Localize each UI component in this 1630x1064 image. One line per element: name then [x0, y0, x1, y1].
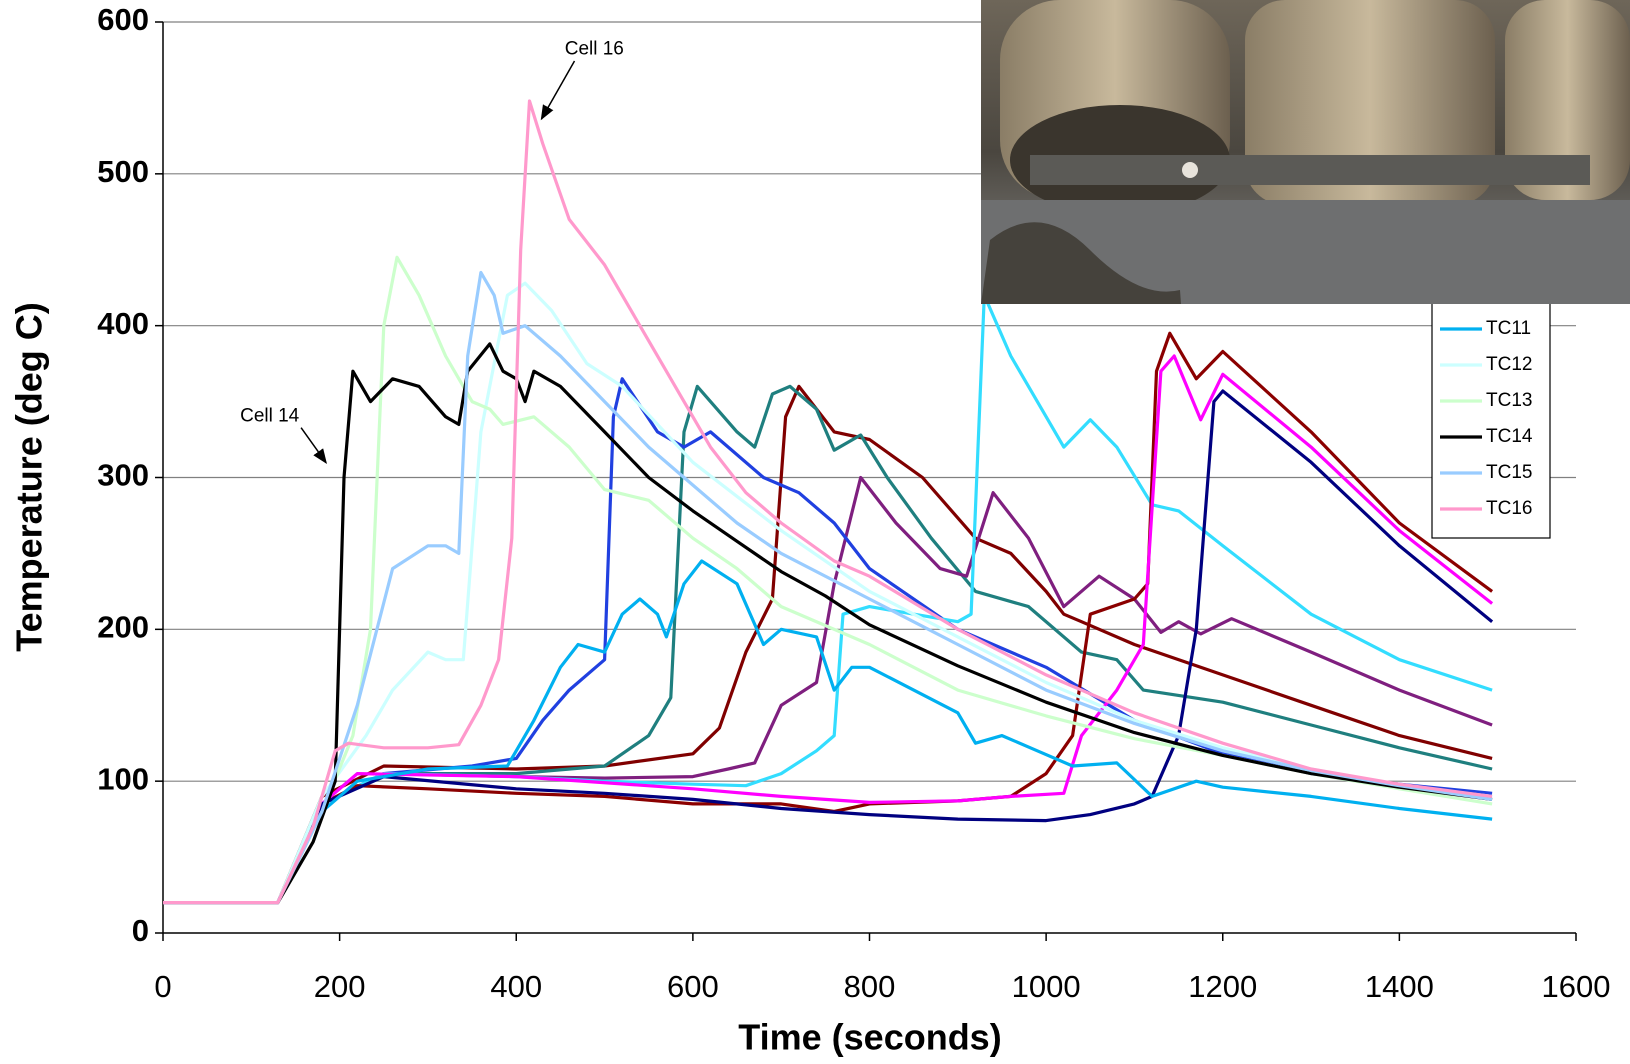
y-tick-label: 600 [97, 2, 149, 37]
x-tick-label: 1600 [1542, 969, 1611, 1004]
y-tick-label: 200 [97, 610, 149, 645]
annotation-arrow [540, 60, 576, 121]
series-line [163, 255, 1493, 905]
y-tick-label: 0 [132, 913, 149, 948]
legend-label: TC16 [1486, 498, 1532, 519]
series-line [163, 270, 1493, 905]
x-tick-label: 1400 [1365, 969, 1434, 1004]
x-tick-label: 1000 [1012, 969, 1081, 1004]
inset-photo [981, 0, 1630, 304]
legend-label: TC14 [1486, 426, 1533, 447]
legend-label: TC11 [1486, 318, 1531, 339]
x-tick-label: 400 [490, 969, 542, 1004]
legend-label: TC15 [1486, 462, 1532, 483]
series-line [163, 384, 1493, 905]
series-line [163, 99, 1493, 905]
annotation: Cell 16 [565, 38, 624, 59]
series-line [163, 342, 1493, 905]
x-tick-label: 0 [154, 969, 171, 1004]
annotation-arrow [300, 427, 327, 464]
series-line [163, 389, 1494, 905]
y-tick-label: 100 [97, 761, 149, 796]
y-axis-title: Temperature (deg C) [9, 302, 50, 651]
x-tick-label: 1200 [1188, 969, 1257, 1004]
annotation: Cell 14 [240, 406, 300, 427]
legend-label: TC13 [1486, 390, 1532, 411]
y-tick-label: 500 [97, 154, 149, 189]
y-tick-label: 300 [97, 458, 149, 493]
legend-label: TC12 [1486, 354, 1532, 375]
series-line [163, 354, 1494, 905]
series-line [163, 559, 1493, 905]
series-line [163, 281, 1493, 905]
x-axis-title: Time (seconds) [738, 1017, 1001, 1058]
x-tick-label: 600 [667, 969, 719, 1004]
series-line [163, 384, 1493, 905]
y-tick-label: 400 [97, 306, 149, 341]
x-tick-label: 200 [314, 969, 366, 1004]
series-line [163, 377, 1493, 905]
x-tick-label: 800 [844, 969, 896, 1004]
